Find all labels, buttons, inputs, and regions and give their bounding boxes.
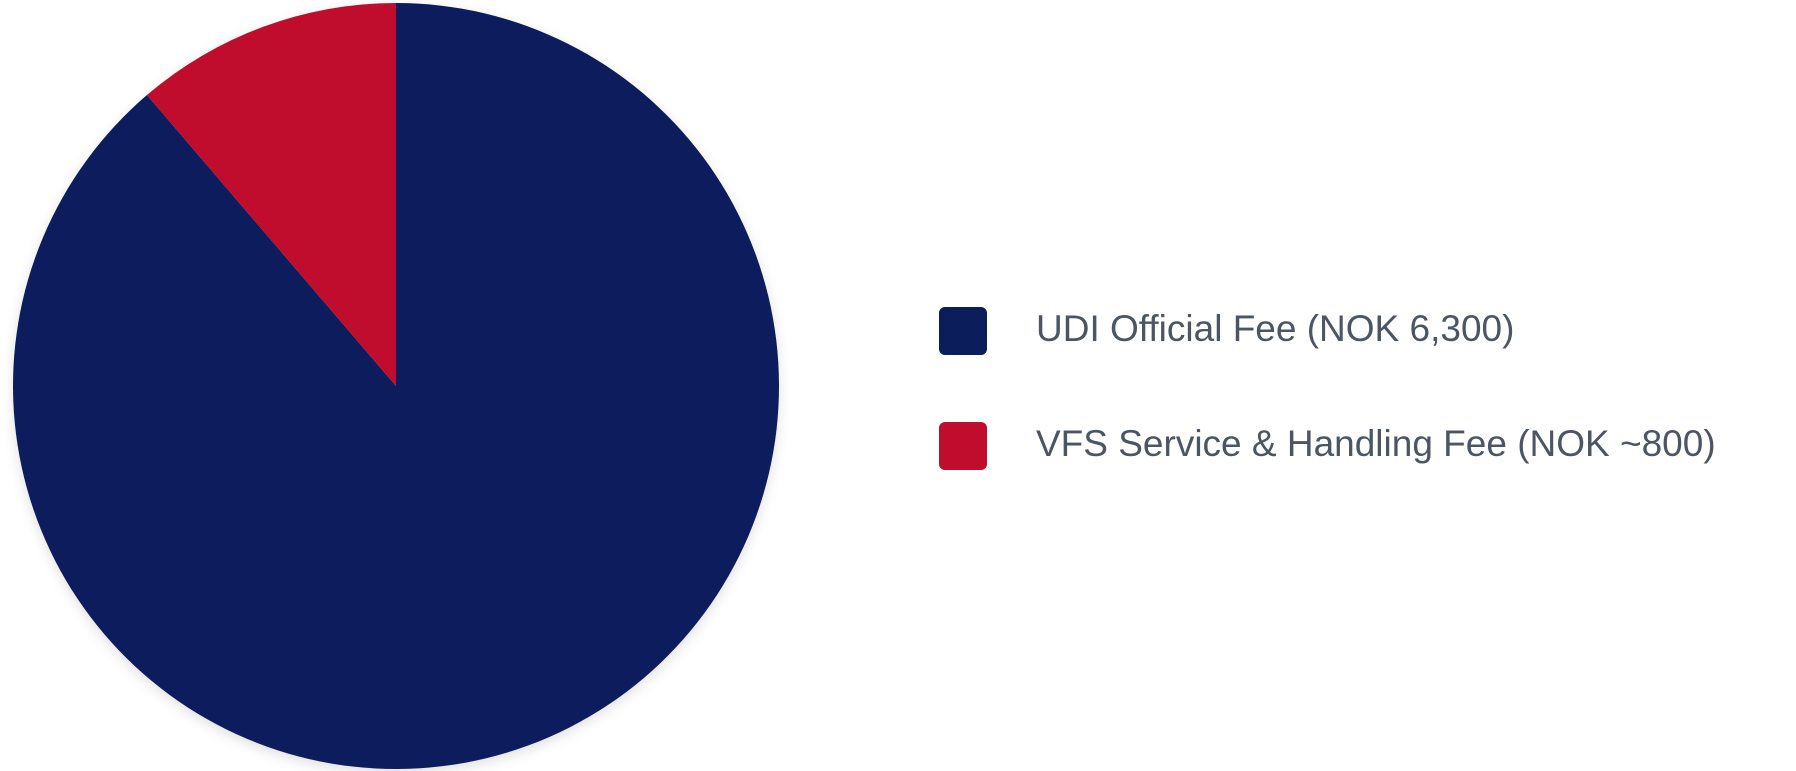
legend-label: VFS Service & Handling Fee (NOK ~800) <box>1036 423 1716 464</box>
legend-swatch <box>939 307 987 355</box>
legend-swatch <box>939 422 987 470</box>
legend-label: UDI Official Fee (NOK 6,300) <box>1036 308 1514 349</box>
pie-slice <box>146 3 396 386</box>
pie <box>12 3 779 769</box>
pie-slice <box>12 3 779 769</box>
